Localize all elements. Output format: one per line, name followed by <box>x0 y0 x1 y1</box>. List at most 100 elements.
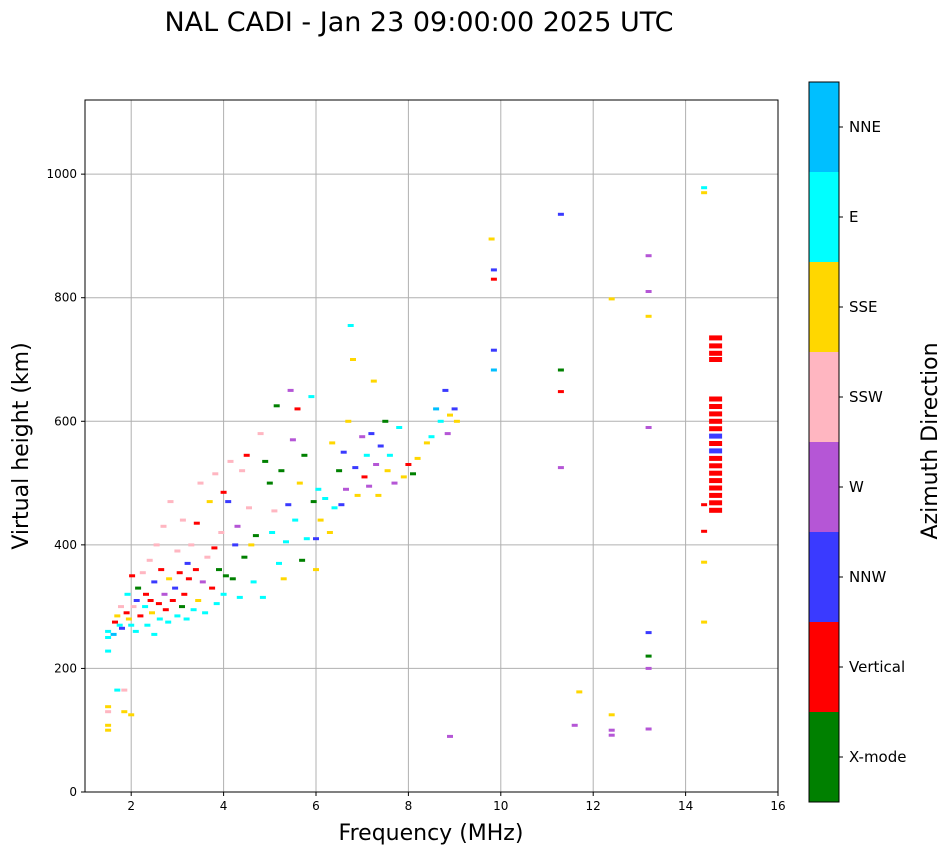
data-point <box>382 419 389 423</box>
data-point <box>428 435 435 439</box>
data-point <box>557 390 564 394</box>
data-point <box>266 481 273 485</box>
data-point <box>166 577 173 581</box>
data-point <box>329 441 336 445</box>
data-point <box>301 453 308 457</box>
data-point <box>124 592 131 596</box>
data-point <box>410 472 416 476</box>
data-point <box>375 493 382 497</box>
data-point <box>262 459 269 463</box>
colorbar-segment <box>809 712 839 802</box>
data-point <box>118 605 124 609</box>
colorbar-label: E <box>849 208 858 226</box>
y-tick-label: 800 <box>54 291 77 305</box>
data-point <box>105 728 112 732</box>
data-point <box>143 592 149 596</box>
data-point <box>269 531 276 534</box>
data-point <box>423 441 430 445</box>
data-point <box>366 484 373 488</box>
data-point <box>172 586 179 590</box>
data-point <box>405 463 412 466</box>
data-point <box>437 419 444 423</box>
colorbar-label: Vertical <box>849 658 905 676</box>
y-tick-label: 200 <box>54 661 77 675</box>
data-point <box>202 611 209 615</box>
data-point <box>125 617 132 621</box>
data-point <box>315 487 322 491</box>
data-point <box>451 407 458 411</box>
data-point <box>368 432 375 436</box>
x-tick-label: 16 <box>770 799 785 813</box>
data-point <box>709 455 723 461</box>
data-point <box>645 654 652 658</box>
colorbar-segment <box>809 622 839 712</box>
data-point <box>220 490 227 494</box>
data-point <box>105 649 112 653</box>
data-point <box>709 433 723 439</box>
data-point <box>179 518 186 522</box>
data-point <box>354 493 361 497</box>
data-point <box>289 438 296 442</box>
data-point <box>105 723 112 727</box>
data-point <box>287 388 294 392</box>
data-point <box>151 580 158 584</box>
data-point <box>709 411 723 417</box>
data-points <box>105 186 723 738</box>
data-point <box>179 605 185 609</box>
data-point <box>453 419 460 423</box>
data-point <box>444 432 451 436</box>
data-point <box>308 395 315 399</box>
data-point <box>273 404 280 408</box>
data-point <box>645 426 652 429</box>
data-point <box>195 599 202 602</box>
data-point <box>709 485 723 491</box>
data-point <box>557 466 564 470</box>
data-point <box>352 466 359 470</box>
data-point <box>280 577 287 581</box>
x-tick-label: 6 <box>312 799 320 813</box>
plot-area: 2 4 6 8 10 12 14 16 0 200 400 600 800 1000 <box>46 99 786 813</box>
data-point <box>271 509 278 513</box>
data-point <box>645 631 652 635</box>
data-point <box>608 713 615 717</box>
data-point <box>209 586 216 590</box>
data-point <box>211 546 218 550</box>
data-point <box>151 632 158 636</box>
data-point <box>645 727 652 731</box>
data-point <box>709 396 723 402</box>
data-point <box>296 481 303 485</box>
data-point <box>347 324 354 327</box>
data-point <box>176 571 183 575</box>
data-point <box>396 426 403 429</box>
data-point <box>299 558 306 562</box>
data-point <box>447 413 453 417</box>
data-point <box>241 555 248 559</box>
plot-background <box>85 100 778 792</box>
y-tick-label: 400 <box>54 538 77 552</box>
grid-lines <box>85 100 778 792</box>
data-point <box>155 602 162 606</box>
data-point <box>174 549 181 553</box>
colorbar-segment <box>809 442 839 532</box>
data-point <box>183 617 190 621</box>
data-point <box>322 497 329 500</box>
data-point <box>433 407 440 411</box>
data-point <box>608 733 615 737</box>
data-point <box>400 475 407 479</box>
data-point <box>488 237 495 241</box>
data-point <box>144 623 151 627</box>
data-point <box>161 592 168 596</box>
data-point <box>313 537 319 541</box>
data-point <box>105 705 112 709</box>
data-point <box>192 568 199 572</box>
data-point <box>123 611 130 615</box>
data-point <box>391 481 398 485</box>
data-point <box>252 534 259 538</box>
data-point <box>701 186 708 190</box>
data-point <box>709 418 723 424</box>
data-point <box>709 463 723 469</box>
y-tick-label: 1000 <box>46 167 77 181</box>
data-point <box>709 426 723 432</box>
data-point <box>576 690 583 694</box>
chart-title: NAL CADI - Jan 23 09:00:00 2025 UTC <box>164 7 673 38</box>
